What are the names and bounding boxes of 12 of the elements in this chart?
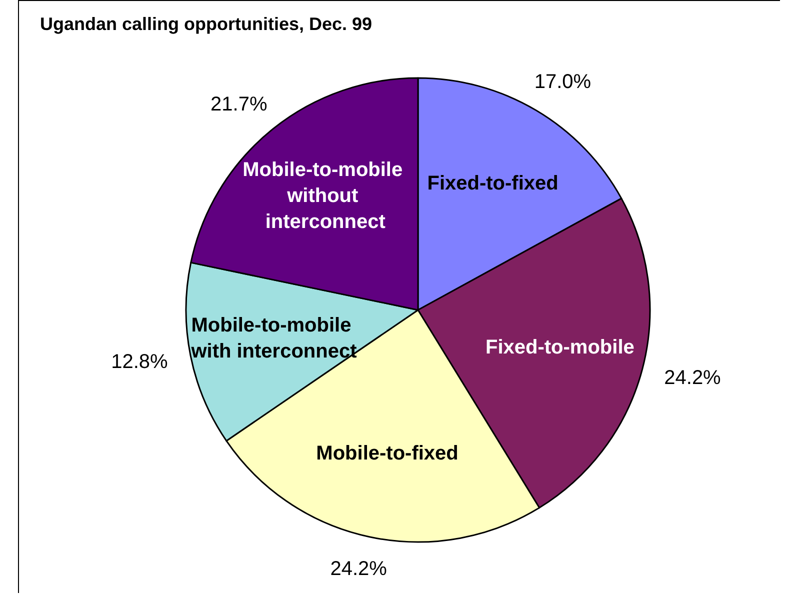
data-label: 12.8% [111, 350, 168, 373]
data-label: 24.2% [330, 558, 388, 580]
slice-label: Mobile-to-mobile without interconnect [242, 159, 408, 234]
data-label: 24.2% [664, 366, 722, 389]
data-label: 17.0% [534, 70, 592, 93]
data-label: 21.7% [210, 93, 268, 116]
chart-subtitle: Dec. 99 [309, 14, 372, 34]
slice-label: Mobile-to-mobile with interconnect [190, 314, 358, 363]
slice-label: Mobile-to-fixed [316, 442, 458, 465]
slice-label: Fixed-to-fixed [427, 172, 558, 195]
chart-title: Ugandan calling opportunities, [40, 14, 304, 34]
slice-label: Fixed-to-mobile [485, 336, 634, 359]
